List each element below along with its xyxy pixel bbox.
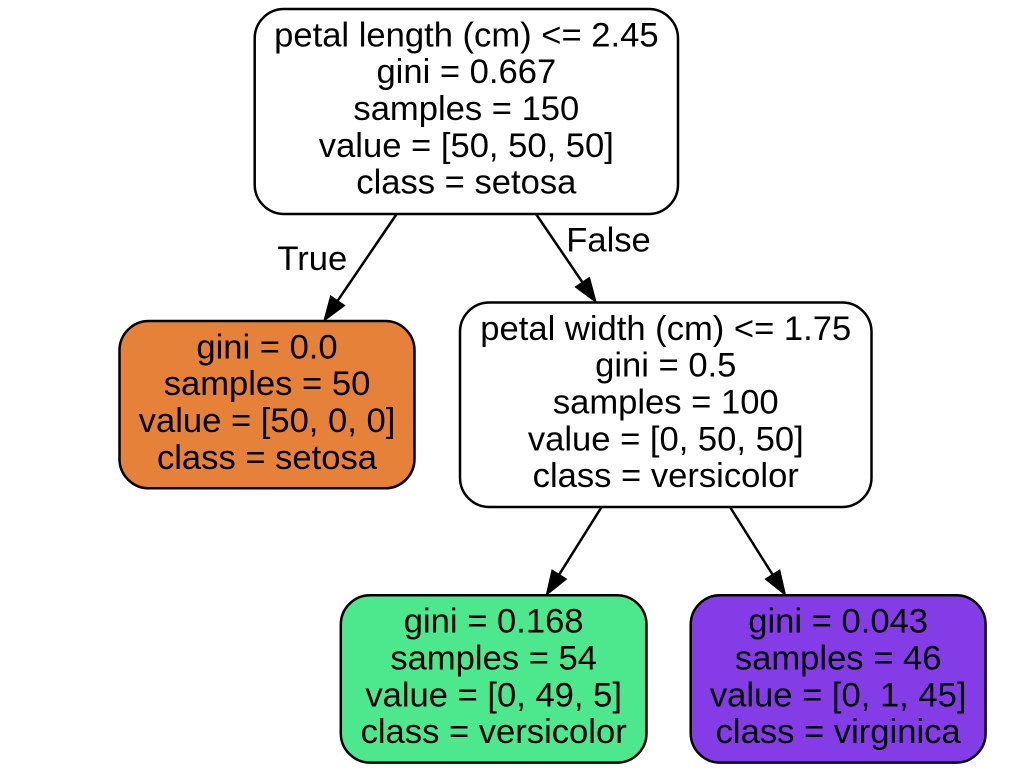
svg-text:samples = 150: samples = 150: [353, 90, 579, 128]
svg-text:value = [50, 50, 50]: value = [50, 50, 50]: [319, 127, 614, 165]
svg-text:True: True: [277, 240, 347, 278]
svg-text:class = setosa: class = setosa: [157, 439, 378, 477]
svg-text:class = versicolor: class = versicolor: [533, 457, 799, 495]
svg-text:gini = 0.043: gini = 0.043: [748, 603, 928, 641]
svg-text:gini = 0.667: gini = 0.667: [376, 53, 556, 91]
svg-text:samples = 54: samples = 54: [390, 639, 597, 677]
svg-text:samples = 46: samples = 46: [735, 639, 942, 677]
svg-text:petal width (cm) <= 1.75: petal width (cm) <= 1.75: [480, 310, 851, 348]
svg-text:value = [50, 0, 0]: value = [50, 0, 0]: [139, 402, 396, 440]
svg-text:class = setosa: class = setosa: [356, 164, 577, 202]
svg-text:samples = 50: samples = 50: [164, 365, 371, 403]
svg-text:samples = 100: samples = 100: [553, 383, 779, 421]
svg-text:class = versicolor: class = versicolor: [361, 713, 627, 751]
svg-text:class = virginica: class = virginica: [716, 713, 962, 751]
svg-text:gini = 0.0: gini = 0.0: [196, 328, 337, 366]
svg-text:False: False: [566, 222, 651, 260]
svg-text:value = [0, 1, 45]: value = [0, 1, 45]: [710, 676, 967, 714]
svg-text:value = [0, 50, 50]: value = [0, 50, 50]: [528, 420, 804, 458]
svg-text:petal length (cm) <= 2.45: petal length (cm) <= 2.45: [274, 16, 658, 54]
svg-text:gini = 0.168: gini = 0.168: [404, 603, 584, 641]
svg-text:value = [0, 49, 5]: value = [0, 49, 5]: [365, 676, 622, 714]
svg-text:gini = 0.5: gini = 0.5: [595, 347, 736, 385]
